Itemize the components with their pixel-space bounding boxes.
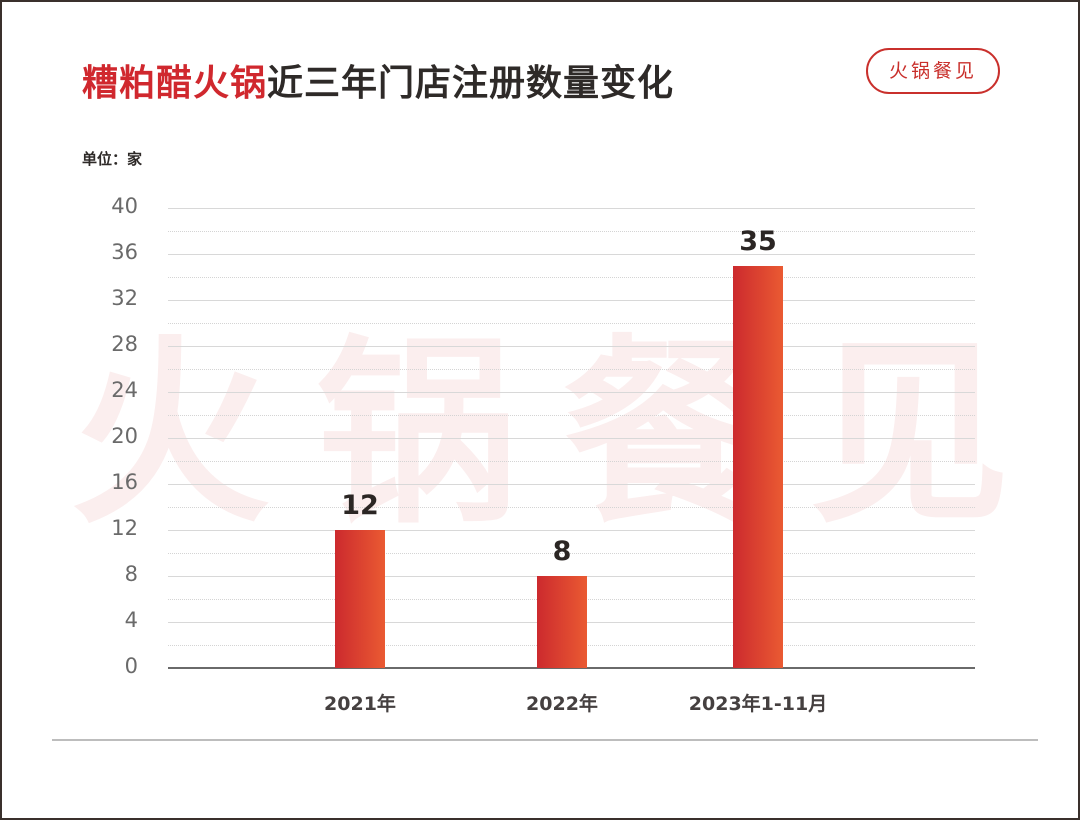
gridline [168, 208, 975, 209]
brand-badge: 火锅餐见 [866, 48, 1000, 94]
data-label: 12 [341, 490, 379, 521]
bar-1 [335, 530, 385, 668]
bar-2 [537, 576, 587, 668]
y-tick-label: 4 [124, 608, 138, 632]
gridline [168, 484, 975, 485]
gridline [168, 300, 975, 301]
bar-3 [733, 265, 783, 668]
gridline [168, 438, 975, 439]
data-label: 8 [552, 536, 572, 567]
minor-gridline [168, 323, 975, 324]
y-tick-label: 28 [111, 332, 138, 356]
minor-gridline [168, 277, 975, 278]
unit-label: 单位：家 [82, 150, 143, 168]
gridline [168, 530, 975, 531]
minor-gridline [168, 231, 975, 232]
gridline [168, 346, 975, 347]
gridline [168, 392, 975, 393]
chart-title: 糟粕醋火锅近三年门店注册数量变化 [82, 54, 674, 106]
title-highlight: 糟粕醋火锅 [82, 63, 268, 104]
title-rest: 近三年门店注册数量变化 [267, 63, 675, 104]
y-tick-label: 0 [124, 654, 138, 678]
gridline [168, 254, 975, 255]
x-axis-line [168, 667, 975, 669]
minor-gridline [168, 507, 975, 508]
y-tick-label: 16 [111, 470, 138, 494]
x-tick-label: 2022年 [526, 693, 598, 715]
footer-divider [52, 739, 1038, 741]
y-tick-label: 36 [111, 240, 138, 264]
x-tick-label: 2023年1-11月 [688, 693, 828, 715]
y-tick-label: 20 [111, 424, 138, 448]
y-tick-label: 32 [111, 286, 138, 310]
minor-gridline [168, 461, 975, 462]
y-tick-label: 40 [111, 194, 138, 218]
minor-gridline [168, 415, 975, 416]
y-tick-label: 24 [111, 378, 138, 402]
y-tick-label: 12 [111, 516, 138, 540]
y-tick-label: 8 [124, 562, 138, 586]
minor-gridline [168, 369, 975, 370]
data-label: 35 [739, 225, 777, 257]
minor-gridline [168, 553, 975, 554]
x-tick-label: 2021年 [324, 693, 396, 715]
